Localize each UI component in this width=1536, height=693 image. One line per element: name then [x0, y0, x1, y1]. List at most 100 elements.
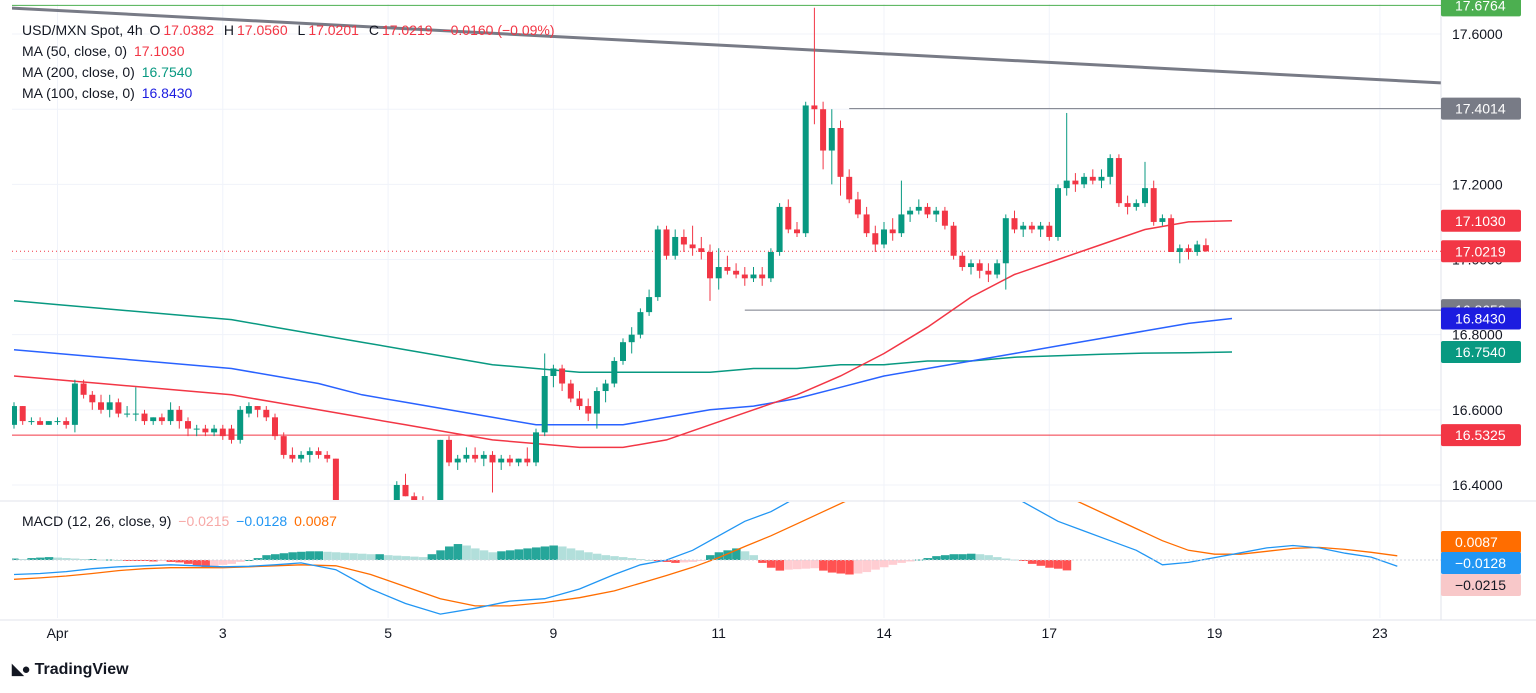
candle	[1124, 195, 1131, 215]
candle-body	[759, 274, 766, 279]
macd-histogram-bar	[923, 558, 932, 560]
candle-body	[237, 409, 244, 440]
macd-histogram-bar	[27, 558, 36, 560]
candle	[324, 451, 331, 463]
candle-body	[132, 413, 139, 415]
candle-body	[298, 454, 305, 459]
symbol-title[interactable]: USD/MXN Spot, 4h	[22, 22, 143, 38]
candle	[480, 451, 487, 467]
candle	[1194, 240, 1201, 256]
candle	[37, 417, 44, 425]
candle	[733, 263, 740, 279]
candle-body	[585, 406, 592, 414]
candle	[898, 180, 905, 237]
macd-signal-badge: 0.0087	[1441, 531, 1521, 553]
candle	[811, 7, 818, 125]
macd-histogram-bar	[18, 559, 28, 561]
candle	[1072, 173, 1079, 192]
macd-histogram-bar	[279, 553, 289, 560]
candle	[185, 417, 191, 437]
candle-body	[202, 428, 209, 433]
macd-histogram-bar	[758, 560, 767, 563]
candle-body	[959, 255, 966, 268]
candle	[611, 357, 618, 388]
macd-histogram-bar	[558, 546, 567, 560]
tv-logo-icon: ◣●	[12, 661, 31, 678]
candle-body	[437, 439, 444, 500]
ma100-legend[interactable]: MA (100, close, 0) 16.8430	[22, 85, 195, 101]
candle-body	[498, 458, 505, 463]
current-price-badge: 17.0219	[1441, 240, 1521, 263]
candle	[585, 398, 592, 422]
macd-histogram-bar	[53, 557, 62, 560]
macd-hist-value: −0.0215	[178, 513, 230, 529]
x-tick-label: 9	[550, 625, 558, 641]
candle	[724, 255, 731, 275]
candle-body	[28, 421, 35, 423]
high-price-badge: 17.6764	[1441, 0, 1521, 17]
candle-body	[811, 105, 818, 110]
candle	[515, 458, 522, 467]
candle	[54, 417, 61, 425]
candle	[1098, 169, 1105, 189]
candle	[437, 439, 444, 500]
level-price-badge: 16.5325	[1441, 424, 1521, 447]
resistance-price-badge-bg	[1441, 97, 1521, 120]
candle	[289, 447, 296, 463]
candle	[402, 473, 409, 497]
candle	[907, 206, 914, 222]
candle-body	[950, 225, 957, 256]
macd-histogram-bar	[688, 560, 698, 562]
trendline	[12, 6, 1441, 85]
candle-body	[272, 417, 278, 437]
macd-histogram-bar	[505, 550, 515, 560]
x-tick-label: 3	[219, 625, 227, 641]
candle	[1159, 214, 1166, 226]
macd-signal-badge-bg	[1441, 531, 1521, 553]
macd-histogram-bar	[906, 560, 915, 562]
candle	[228, 424, 235, 444]
macd-histogram-bar	[305, 551, 315, 560]
candle	[567, 379, 574, 403]
y-tick-label: 17.2000	[1452, 176, 1503, 192]
candle-body	[71, 383, 78, 425]
candle-body	[89, 394, 96, 403]
candle-body	[1185, 248, 1192, 252]
candle-body	[463, 454, 470, 459]
change-value: −0.0160 (−0.09%)	[442, 22, 555, 38]
ma200-price-badge-bg	[1441, 340, 1521, 363]
candle	[620, 338, 626, 365]
candle-body	[19, 406, 26, 422]
candle-body	[846, 176, 853, 200]
macd-signal-line	[13, 502, 1398, 607]
candle-body	[794, 229, 800, 234]
candle-body	[1168, 218, 1175, 252]
macd-histogram-bar	[932, 556, 941, 560]
tradingview-logo[interactable]: ◣● TradingView	[12, 660, 129, 679]
macd-histogram-bar	[1019, 560, 1028, 561]
candle	[872, 225, 879, 252]
candle-body	[663, 229, 670, 256]
ma200-line	[13, 300, 1233, 373]
candle	[533, 428, 539, 467]
candle-body	[1046, 225, 1053, 237]
macd-histogram-bar	[366, 554, 376, 560]
candle-body	[707, 252, 713, 279]
candle-body	[245, 406, 252, 414]
candle-body	[976, 263, 983, 271]
candle-body	[750, 274, 757, 279]
macd-histogram-bar	[227, 560, 236, 564]
macd-histogram-bar	[1045, 560, 1054, 568]
macd-histogram-bar	[497, 551, 506, 560]
candle	[1037, 221, 1044, 237]
candle-body	[785, 206, 792, 230]
candle	[1202, 238, 1209, 252]
macd-legend[interactable]: MACD (12, 26, close, 9) −0.0215 −0.0128 …	[22, 513, 340, 529]
candle-body	[228, 428, 235, 440]
candle-body	[167, 409, 174, 422]
ma50-legend[interactable]: MA (50, close, 0) 17.1030	[22, 43, 188, 59]
candle	[654, 225, 661, 301]
candle-body	[1072, 180, 1079, 185]
ma200-legend[interactable]: MA (200, close, 0) 16.7540	[22, 64, 195, 80]
